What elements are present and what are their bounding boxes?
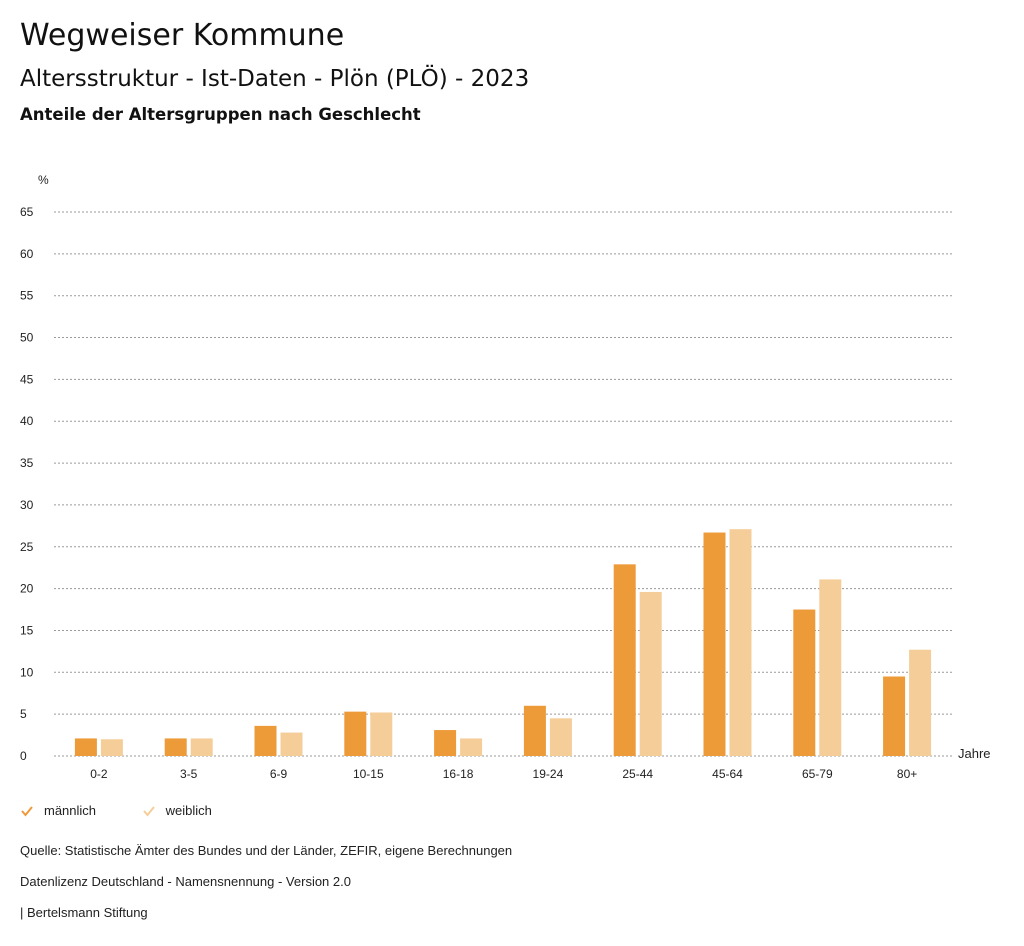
bar-male-16-18	[434, 730, 457, 756]
bar-male-19-24	[523, 705, 546, 756]
bar-female-19-24	[549, 718, 572, 756]
bar-male-25-44	[613, 564, 636, 756]
legend-item-female[interactable]: weiblich	[142, 803, 212, 818]
bar-male-3-5	[164, 738, 187, 756]
legend: männlich weiblich	[20, 803, 248, 820]
chart-subtitle: Altersstruktur - Ist-Daten - Plön (PLÖ) …	[20, 66, 530, 92]
check-icon	[142, 805, 155, 817]
y-tick-label: 55	[20, 289, 34, 303]
bar-male-0-2	[74, 738, 97, 756]
x-tick-label: 3-5	[180, 767, 198, 781]
bar-female-80+	[909, 649, 932, 756]
chart-description: Anteile der Altersgruppen nach Geschlech…	[20, 105, 421, 124]
y-tick-label: 45	[20, 372, 34, 386]
x-tick-label: 19-24	[533, 767, 564, 781]
bar-male-6-9	[254, 725, 277, 756]
bar-male-80+	[883, 676, 906, 756]
x-tick-label: 0-2	[90, 767, 108, 781]
y-tick-label: 60	[20, 247, 34, 261]
bar-male-45-64	[703, 532, 726, 756]
legend-item-male[interactable]: männlich	[20, 803, 96, 818]
y-tick-label: 10	[20, 665, 34, 679]
publisher-note: | Bertelsmann Stiftung	[20, 905, 148, 920]
legend-label-male: männlich	[44, 803, 97, 818]
x-tick-label: 16-18	[443, 767, 474, 781]
bar-female-25-44	[639, 591, 662, 756]
y-axis-label: %	[38, 173, 49, 187]
y-tick-label: 35	[20, 456, 34, 470]
bar-female-45-64	[729, 529, 752, 756]
y-tick-label: 50	[20, 331, 34, 345]
bar-female-6-9	[280, 732, 303, 756]
legend-label-female: weiblich	[165, 803, 212, 818]
bar-female-0-2	[100, 739, 123, 756]
y-tick-label: 25	[20, 540, 34, 554]
bar-female-10-15	[370, 712, 393, 756]
bar-male-10-15	[344, 711, 367, 756]
y-tick-label: 5	[20, 707, 27, 721]
bar-chart: % 0 5 10 15 20 25 30 35 40 45 50 55 60 65 0-2 3-5 6-9 10-1…	[20, 173, 991, 781]
y-tick-label: 15	[20, 623, 34, 637]
license-note: Datenlizenz Deutschland - Namensnennung …	[20, 874, 351, 889]
bar-male-65-79	[793, 609, 816, 756]
x-tick-label: 25-44	[622, 767, 653, 781]
bar-female-16-18	[460, 738, 483, 756]
y-tick-label: 30	[20, 498, 34, 512]
y-tick-label: 65	[20, 205, 34, 219]
bar-female-3-5	[190, 738, 213, 756]
x-tick-label: 45-64	[712, 767, 743, 781]
y-tick-label: 0	[20, 749, 27, 763]
x-tick-label: 65-79	[802, 767, 833, 781]
x-tick-label: 80+	[897, 767, 917, 781]
x-tick-label: 6-9	[270, 767, 288, 781]
source-note: Quelle: Statistische Ämter des Bundes un…	[20, 843, 513, 858]
y-tick-label: 20	[20, 582, 34, 596]
y-tick-label: 40	[20, 414, 34, 428]
check-icon	[21, 805, 33, 817]
bar-female-65-79	[819, 579, 842, 756]
x-tick-label: 10-15	[353, 767, 384, 781]
page-title: Wegweiser Kommune	[20, 18, 345, 53]
x-axis-label: Jahre	[958, 746, 991, 761]
